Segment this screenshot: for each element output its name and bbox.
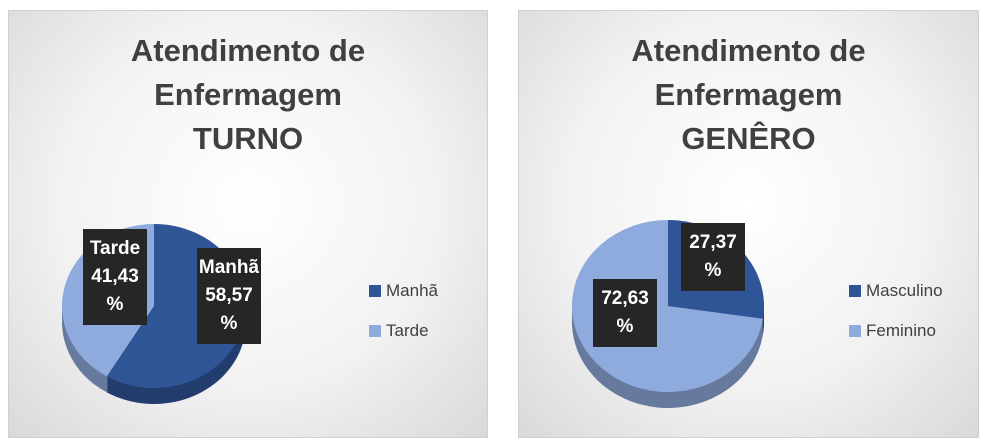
chart-panel: Atendimento de Enfermagem TURNO Manhã 58,5… xyxy=(8,10,488,438)
legend-item: Tarde xyxy=(369,321,429,341)
chart-title: Atendimento de Enfermagem xyxy=(130,33,366,112)
legend-swatch xyxy=(369,325,381,337)
legend-item: Manhã xyxy=(369,281,438,301)
legend-swatch xyxy=(849,285,861,297)
data-label: Tarde 41,43 % xyxy=(83,229,147,325)
legend-swatch xyxy=(369,285,381,297)
legend-label: Feminino xyxy=(866,321,936,340)
chart-subtitle: TURNO xyxy=(192,121,304,156)
pie-chart xyxy=(572,220,764,409)
pie-chart xyxy=(62,224,247,405)
chart-title: Atendimento de Enfermagem xyxy=(631,33,866,112)
data-label: 72,63 % xyxy=(593,279,657,347)
data-label: 27,37 % xyxy=(681,223,745,291)
legend-label: Masculino xyxy=(866,281,943,300)
legend-item: Masculino xyxy=(849,281,943,301)
chart-subtitle: GENÊRO xyxy=(681,121,816,156)
legend-label: Manhã xyxy=(386,281,438,300)
legend-swatch xyxy=(849,325,861,337)
chart-panel: Atendimento de Enfermagem GENÊRO 27,37 % 72… xyxy=(518,10,979,438)
data-label: Manhã 58,57 % xyxy=(197,248,261,344)
legend-item: Feminino xyxy=(849,321,936,341)
legend-label: Tarde xyxy=(386,321,429,340)
slice xyxy=(572,220,763,392)
